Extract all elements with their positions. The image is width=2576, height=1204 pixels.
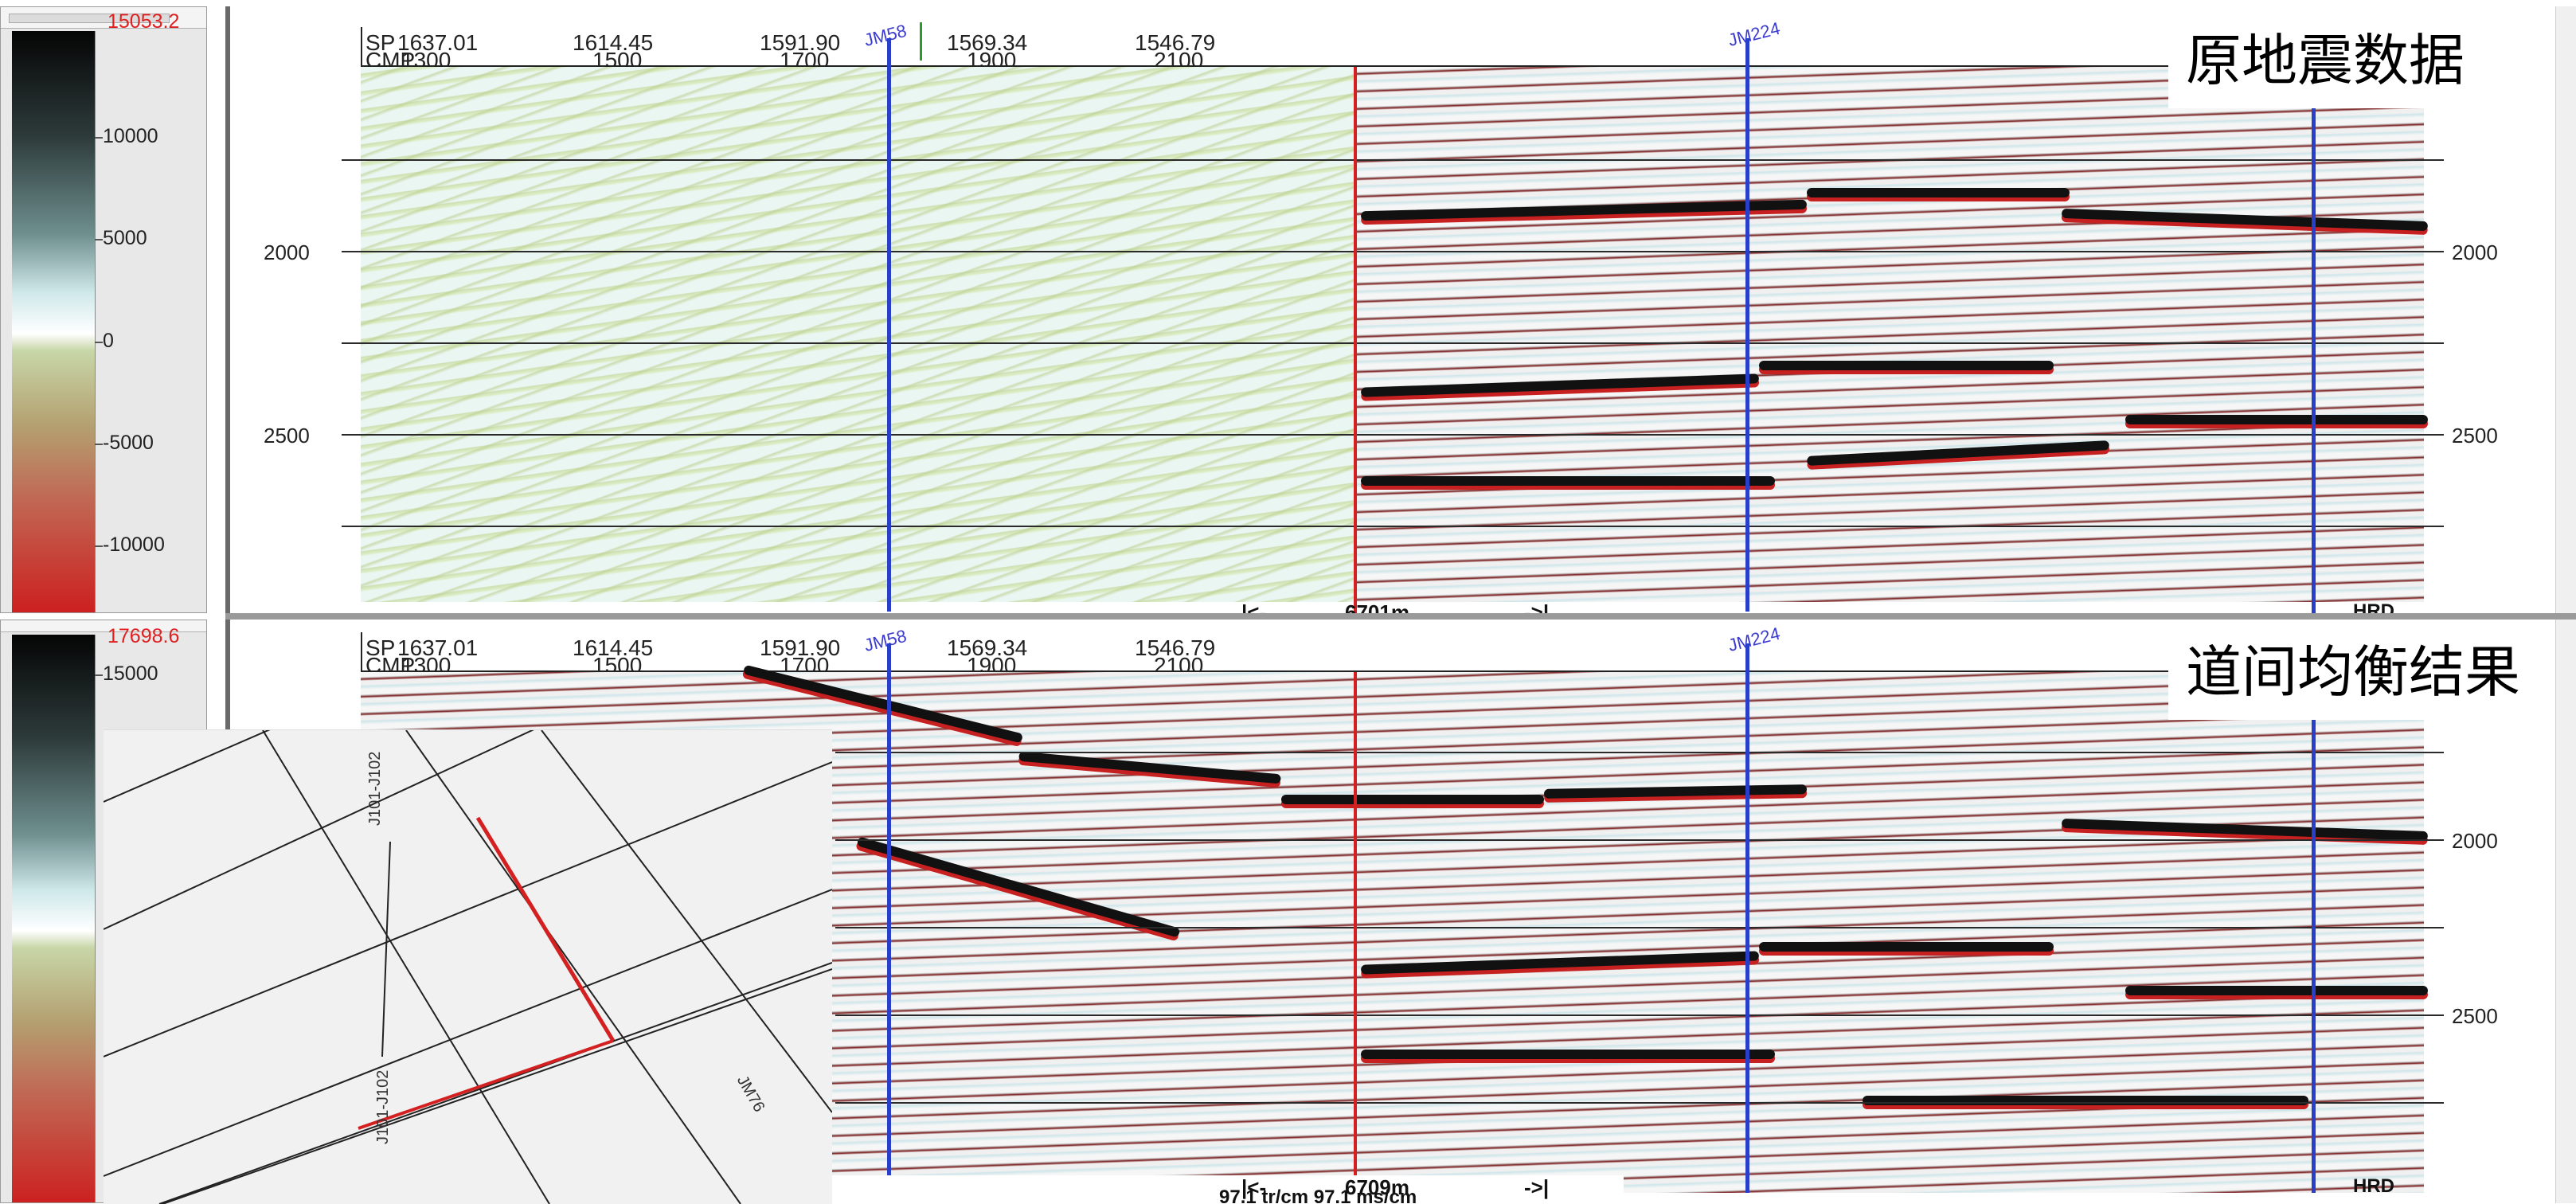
well-line <box>1745 643 1749 1193</box>
reflector-horizon <box>1759 942 2054 952</box>
panel-title: 原地震数据 <box>2168 13 2482 108</box>
well-line <box>887 38 891 612</box>
reflector-horizon <box>2125 986 2428 995</box>
reflector-horizon <box>2125 415 2428 424</box>
colorbar-max-label: 17698.6 <box>107 625 180 647</box>
sp-label: SP <box>365 30 396 55</box>
time-label: 2500 <box>264 424 310 448</box>
colorbar-tick-label: 15000 <box>103 663 158 685</box>
colorbar-tick-label: 0 <box>103 330 114 352</box>
well-label: JM58 <box>862 20 909 51</box>
distance-scale: 6709m <box>1345 1175 1409 1199</box>
line-label: J101-J102 <box>374 1069 392 1144</box>
distance-scale: 6701m <box>1345 600 1409 613</box>
dipping-reflectors <box>361 67 1355 602</box>
splice-line <box>1354 672 1357 1193</box>
colorbar-gradient <box>12 635 95 1202</box>
basemap-lines <box>104 730 832 1204</box>
vertical-scrollbar[interactable] <box>2555 6 2576 613</box>
colorbar-max-label: 15053.2 <box>107 10 180 33</box>
colorbar-gradient <box>12 31 95 612</box>
scale-arrow-right: ->| <box>1524 1175 1550 1199</box>
sp-value: 1569.34 <box>947 30 1028 55</box>
well-label: JM224 <box>1726 18 1782 51</box>
well-line <box>1745 38 1749 612</box>
trace-scale: 97.1 tr/cm 97.1 ms/cm <box>1219 1186 1417 1203</box>
colorbar-header <box>1 7 206 29</box>
time-label-right: 2500 <box>2452 424 2498 448</box>
well-line <box>2312 672 2316 1193</box>
scale-arrow-left: |<- <box>1241 1175 1267 1199</box>
reflector-horizon <box>1759 361 2054 370</box>
panel-divider[interactable] <box>225 613 2576 620</box>
reflector-horizon <box>1281 795 1544 804</box>
reflector-horizon <box>1863 1096 2308 1105</box>
well-line <box>2312 67 2316 613</box>
hrd-label: HRD <box>2353 600 2394 613</box>
colorbar-top: 15053.2 10000 5000 0 -5000 -10000 <box>0 6 207 613</box>
scale-area <box>827 1175 1624 1203</box>
line-label: J101-J102 <box>366 751 384 826</box>
time-label-right: 2000 <box>2452 829 2498 853</box>
sp-value: 1637.01 <box>397 635 479 660</box>
panel-title: 道间均衡结果 <box>2168 624 2538 720</box>
time-label-right: 2000 <box>2452 240 2498 264</box>
colorbar-tick-label: -10000 <box>103 534 165 556</box>
basemap-inset[interactable]: J101-J102 J101-J102 JM76 <box>104 729 832 1204</box>
colorbar-tick-label: 10000 <box>103 125 158 147</box>
sp-label: SP <box>365 635 396 660</box>
reflector-horizon <box>1361 1050 1775 1059</box>
seismic-data-right <box>1355 67 2424 602</box>
sp-value: 1637.01 <box>397 30 479 55</box>
vertical-scrollbar[interactable] <box>2555 620 2576 1203</box>
scale-arrow-left: |<- <box>1241 600 1267 613</box>
sp-value: 1591.90 <box>760 30 841 55</box>
colorbar-header <box>1 620 206 632</box>
well-label: JM58 <box>862 625 909 656</box>
well-label: JM224 <box>1726 623 1782 656</box>
cursor-marker <box>920 22 922 61</box>
active-profile-line <box>475 816 616 1042</box>
colorbar-tick-label: 5000 <box>103 227 147 249</box>
colorbar-tick-label: -5000 <box>103 432 154 454</box>
time-label-right: 2500 <box>2452 1004 2498 1028</box>
well-line <box>887 643 891 1193</box>
sp-value: 1546.79 <box>1135 30 1216 55</box>
hrd-label: HRD <box>2353 1175 2394 1197</box>
splice-line <box>1354 67 1357 613</box>
sp-value: 1591.90 <box>760 635 841 660</box>
seismic-panel-original[interactable]: SP CMP 1637.01 1614.45 1591.90 1569.34 1… <box>225 6 2576 613</box>
reflector-horizon <box>1807 188 2070 197</box>
scale-arrow-right: ->| <box>1524 600 1550 613</box>
time-label: 2000 <box>264 240 310 264</box>
sp-value: 1614.45 <box>573 635 654 660</box>
sp-value: 1546.79 <box>1135 635 1216 660</box>
sp-value: 1569.34 <box>947 635 1028 660</box>
reflector-horizon <box>1361 476 1775 486</box>
sp-value: 1614.45 <box>573 30 654 55</box>
